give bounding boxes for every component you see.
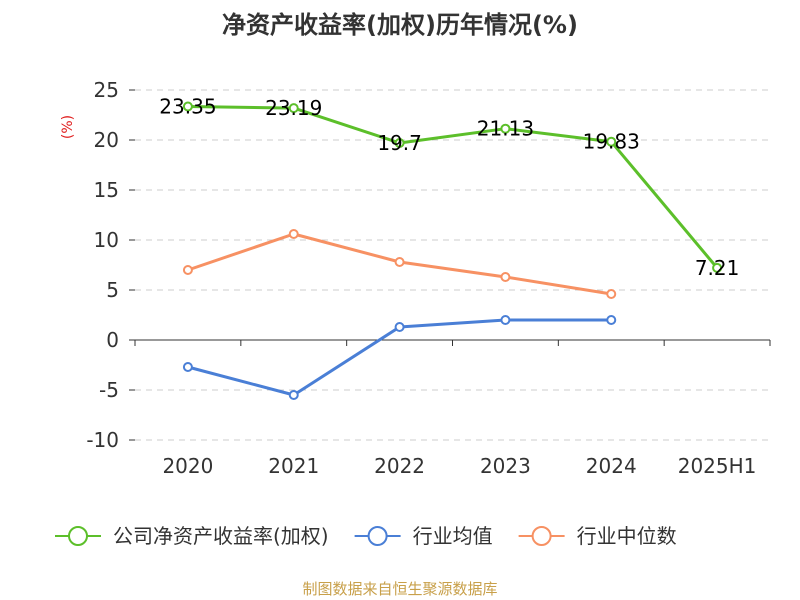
data-label: 19.83	[583, 130, 640, 154]
legend-swatch-marker	[367, 526, 388, 546]
data-point	[288, 229, 299, 239]
data-point	[394, 138, 405, 148]
y-tick-label: 5	[106, 278, 119, 302]
data-point	[288, 103, 299, 114]
y-tick-label: 25	[94, 78, 119, 102]
x-tick-label: 2021	[268, 454, 319, 478]
data-label: 7.21	[695, 256, 740, 280]
y-tick-label: -5	[99, 378, 119, 402]
series-lines	[182, 101, 723, 400]
data-label: 21.13	[477, 117, 534, 141]
y-tick-label: 20	[94, 128, 119, 152]
data-label: 23.35	[159, 95, 216, 119]
x-tick-label: 2024	[586, 454, 637, 478]
axes: 25 20 15 10 5 0 -5 -10 2020 2021 2022 2023 2024 2025H…	[86, 78, 771, 478]
data-point	[500, 315, 511, 325]
y-tick-label: 15	[94, 178, 119, 202]
source-note: 制图数据来自恒生聚源数据库	[302, 580, 497, 598]
x-tick-label: 2025H1	[678, 454, 757, 478]
data-point	[394, 257, 405, 267]
y-tick-label: 0	[106, 328, 119, 352]
x-tick-label: 2022	[374, 454, 425, 478]
data-point	[712, 262, 723, 273]
data-point	[606, 136, 617, 147]
y-axis-label: (%)	[60, 115, 76, 139]
chart-title: 净资产收益率(加权)历年情况(%)	[222, 11, 578, 39]
data-label: 23.19	[265, 96, 322, 120]
legend[interactable]: 公司净资产收益率(加权) 行业均值 行业中位数	[55, 524, 677, 548]
legend-label: 行业中位数	[577, 524, 677, 548]
data-point	[606, 289, 617, 299]
data-point	[500, 272, 511, 282]
legend-label: 公司净资产收益率(加权)	[113, 524, 329, 548]
series-line	[187, 105, 719, 269]
data-point	[182, 101, 193, 112]
data-label: 19.7	[377, 131, 422, 155]
y-tick-label: 10	[94, 228, 119, 252]
legend-label: 行业均值	[413, 524, 493, 548]
data-point	[394, 322, 405, 332]
x-tick-label: 2020	[162, 454, 213, 478]
data-point	[182, 362, 193, 372]
data-point	[606, 315, 617, 325]
y-tick-label: -10	[86, 428, 119, 452]
data-point	[288, 390, 299, 400]
x-tick-label: 2023	[480, 454, 531, 478]
gridlines	[135, 89, 770, 441]
legend-swatch-marker	[531, 526, 552, 546]
legend-swatch-marker	[68, 526, 88, 546]
data-point	[500, 123, 511, 134]
data-point	[182, 265, 193, 275]
data-labels: 23.35 23.19 19.7 21.13 19.83 7.21	[159, 95, 739, 280]
